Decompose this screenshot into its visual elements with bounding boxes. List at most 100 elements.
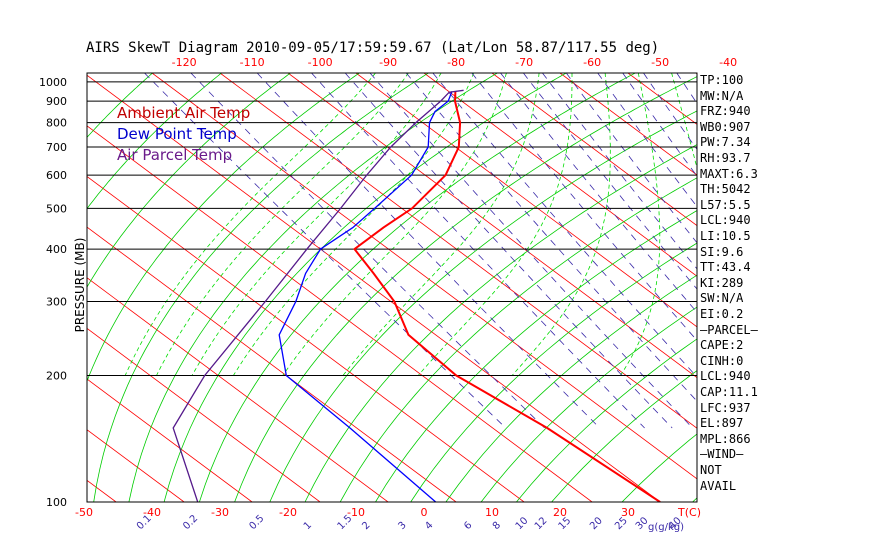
mixing-ratio-line: [643, 73, 697, 151]
isotherm-line: [87, 429, 185, 502]
air-parcel-temp-line: [172, 89, 464, 502]
stat-line: AVAIL: [700, 478, 737, 493]
pressure-tick-label: 800: [46, 117, 67, 130]
pressure-tick-label: 200: [46, 370, 67, 383]
plot-frame: [86, 72, 698, 503]
mixing-ratio-label: 1: [302, 520, 314, 532]
moist-adiabat-line: [191, 73, 442, 376]
dry-adiabat-line: [0, 73, 84, 502]
stat-line: MPL:866: [700, 431, 751, 446]
pressure-tick-label: 700: [46, 141, 67, 154]
stat-line: SW:N/A: [700, 291, 744, 306]
stat-line: CINH:0: [700, 353, 744, 368]
isotherm-line: [87, 125, 593, 502]
dry-adiabat-line: [234, 76, 697, 502]
legend-entry: Ambient Air Temp: [117, 104, 250, 122]
bottom-temp-tick-label: 30: [621, 506, 635, 519]
legend-entry: Dew Point Temp: [117, 125, 237, 143]
top-temp-tick-label: -110: [240, 56, 265, 69]
isotherm-line: [0, 73, 48, 502]
bottom-temp-tick-label: -30: [211, 506, 229, 519]
dry-adiabat-line: [339, 177, 697, 502]
mixing-ratio-label: 12: [533, 515, 550, 532]
mixing-ratio-line: [500, 73, 697, 313]
top-temp-tick-label: -40: [719, 56, 737, 69]
moist-adiabat-line: [233, 73, 475, 376]
isotherm-line: [423, 73, 697, 277]
stat-line: EL:897: [700, 416, 744, 431]
stat-line: CAP:11.1: [700, 385, 758, 399]
mixing-ratio-line: [523, 73, 697, 290]
stat-line: NOT: [700, 463, 722, 477]
isotherm-line: [87, 74, 661, 502]
mixing-ratio-line: [190, 73, 545, 429]
dry-adiabat-line: [516, 338, 697, 502]
stat-line: PW:7.34: [700, 135, 751, 150]
stat-line: L57:5.5: [700, 197, 751, 212]
stat-line: KI:289: [700, 275, 744, 290]
bottom-temp-unit: T(C): [677, 506, 701, 519]
dry-adiabat-line: [269, 110, 697, 502]
isotherm-line: [151, 73, 697, 480]
isotherm-line: [87, 277, 389, 502]
moist-adiabat-line: [620, 73, 661, 376]
dry-adiabat-line: [480, 306, 697, 502]
isotherm-line: [287, 73, 697, 379]
isotherm-line: [87, 479, 117, 502]
mixing-ratio-label: 0.2: [181, 513, 200, 532]
moist-adiabat-line: [417, 73, 573, 376]
mixing-ratio-line: [344, 73, 673, 429]
dry-adiabat-line: [163, 73, 567, 502]
pressure-tick-label: 100: [46, 496, 67, 509]
mixing-ratio-label: 8: [491, 520, 503, 532]
dry-adiabat-line: [128, 73, 498, 502]
stat-line: EI:0.2: [700, 307, 744, 321]
pressure-tick-label: 400: [46, 243, 67, 256]
stat-line: TH:5042: [700, 182, 751, 197]
stat-line: MW:N/A: [700, 88, 744, 103]
top-temp-tick-label: -90: [379, 56, 397, 69]
moist-adiabat-line: [511, 73, 611, 376]
mixing-ratio-label: 2: [360, 520, 372, 532]
isotherm-line: [87, 226, 457, 502]
dry-adiabat-line: [445, 274, 697, 502]
top-temp-tick-label: -50: [651, 56, 669, 69]
dew-point-temp-line: [278, 91, 453, 502]
stat-line: LI:10.5: [700, 229, 751, 243]
pressure-tick-label: 500: [46, 202, 67, 215]
moist-adiabat-line: [156, 73, 409, 376]
stat-line: LCL:940: [700, 369, 751, 384]
dry-adiabat-line: [763, 73, 870, 502]
dry-adiabat-line: [93, 73, 429, 502]
bottom-temp-tick-label: 0: [421, 506, 428, 519]
dry-adiabat-line: [0, 73, 15, 502]
bottom-temp-tick-label: -40: [143, 506, 161, 519]
legend-entry: Air Parcel Temp: [117, 146, 232, 164]
bottom-temp-tick-label: -50: [75, 506, 93, 519]
y-axis-label: PRESSURE (MB): [73, 238, 87, 333]
top-temp-tick-label: -60: [583, 56, 601, 69]
mixing-ratio-unit: g(g/kg): [648, 522, 684, 533]
stat-line: LCL:940: [700, 213, 751, 228]
stat-line: TT:43.4: [700, 260, 751, 275]
stat-line: —PARCEL—: [700, 322, 758, 337]
dry-adiabat-line: [87, 73, 360, 383]
stat-line: CAPE:2: [700, 338, 744, 353]
stat-line: RH:93.7: [700, 151, 751, 165]
isotherm-line: [87, 378, 253, 502]
isotherm-line: [87, 327, 321, 502]
dry-adiabat-line: [304, 144, 697, 502]
dry-adiabat-line: [87, 73, 291, 288]
dry-adiabat-line: [833, 73, 870, 502]
isotherm-line: [87, 176, 525, 502]
stat-line: WB0:907: [700, 119, 751, 134]
pressure-tick-label: 1000: [39, 76, 67, 89]
bottom-temp-tick-label: -20: [279, 506, 297, 519]
mixing-ratio-label: 4: [423, 520, 435, 532]
bottom-temp-tick-label: 10: [485, 506, 499, 519]
top-temp-tick-label: -100: [308, 56, 333, 69]
top-temp-tick-label: -80: [447, 56, 465, 69]
pressure-tick-label: 600: [46, 169, 67, 182]
